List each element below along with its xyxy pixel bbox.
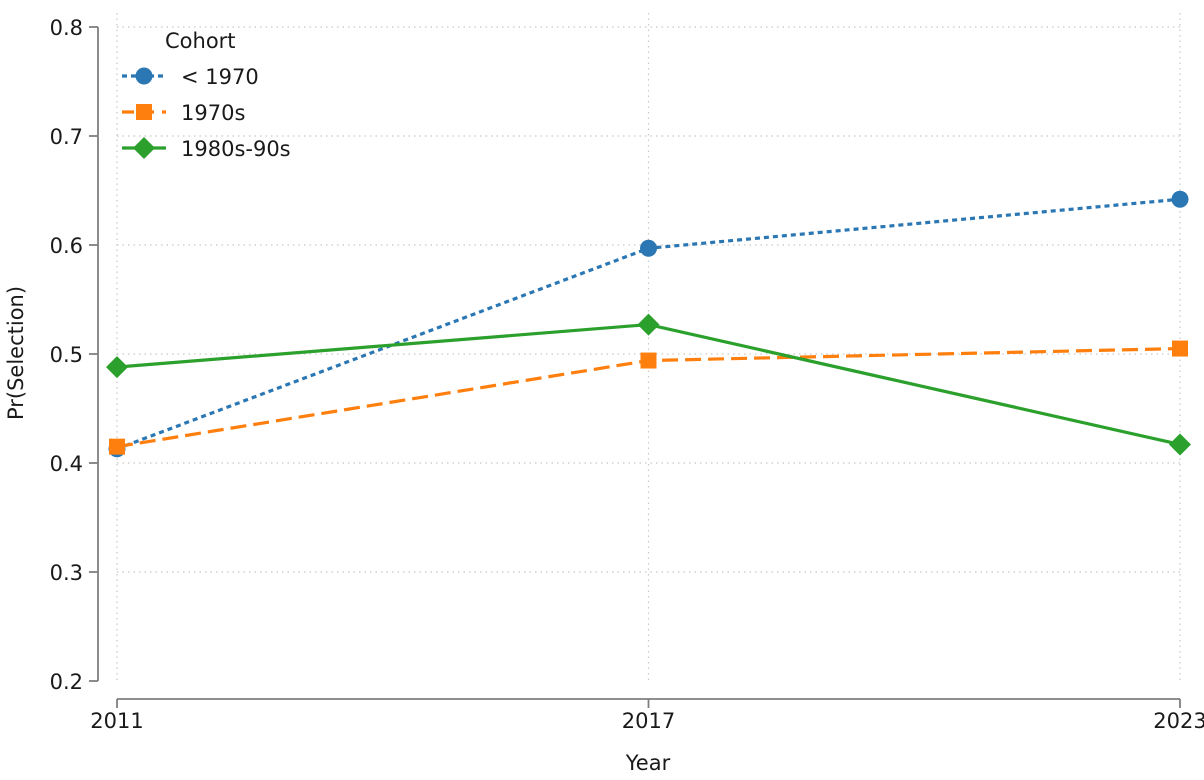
legend-label: 1970s xyxy=(181,101,245,125)
legend-title: Cohort xyxy=(165,29,236,53)
series-1 xyxy=(109,340,1188,455)
data-point xyxy=(1169,433,1191,456)
series-2 xyxy=(106,313,1191,456)
legend-marker xyxy=(136,104,152,120)
x-tick-label: 2023 xyxy=(1153,709,1204,733)
axes: 0.2 0.3 0.4 0.5 0.6 0.7 0.8 2011 2017 2023 xyxy=(50,16,1204,733)
legend-label: 1980s-90s xyxy=(181,137,291,161)
data-point xyxy=(640,352,657,369)
y-tick-label: 0.5 xyxy=(50,343,83,367)
y-tick-label: 0.6 xyxy=(50,234,83,258)
y-tick-label: 0.7 xyxy=(50,125,83,149)
data-point xyxy=(1172,340,1188,357)
legend-item: 1980s-90s xyxy=(122,137,291,161)
legend-marker xyxy=(135,67,153,85)
y-axis-title: Pr(Selection) xyxy=(4,286,28,420)
legend-marker xyxy=(133,137,155,159)
x-tick-label: 2017 xyxy=(622,709,675,733)
y-tick-label: 0.4 xyxy=(50,452,83,476)
data-point xyxy=(106,356,128,379)
y-tick-label: 0.2 xyxy=(50,670,83,694)
legend: Cohort < 1970 1970s 1980s-90s xyxy=(122,29,291,161)
grid xyxy=(116,13,1181,681)
y-tick-label: 0.3 xyxy=(50,561,83,585)
legend-label: < 1970 xyxy=(181,65,259,89)
x-axis-title: Year xyxy=(625,751,671,775)
data-point xyxy=(637,313,660,336)
y-tick-label: 0.8 xyxy=(50,16,83,40)
series-layer xyxy=(106,190,1191,458)
legend-item: 1970s xyxy=(122,101,245,125)
data-point xyxy=(109,438,125,455)
legend-item: < 1970 xyxy=(122,65,259,89)
data-point xyxy=(640,239,657,257)
x-tick-label: 2011 xyxy=(90,709,143,733)
data-point xyxy=(1171,190,1189,208)
